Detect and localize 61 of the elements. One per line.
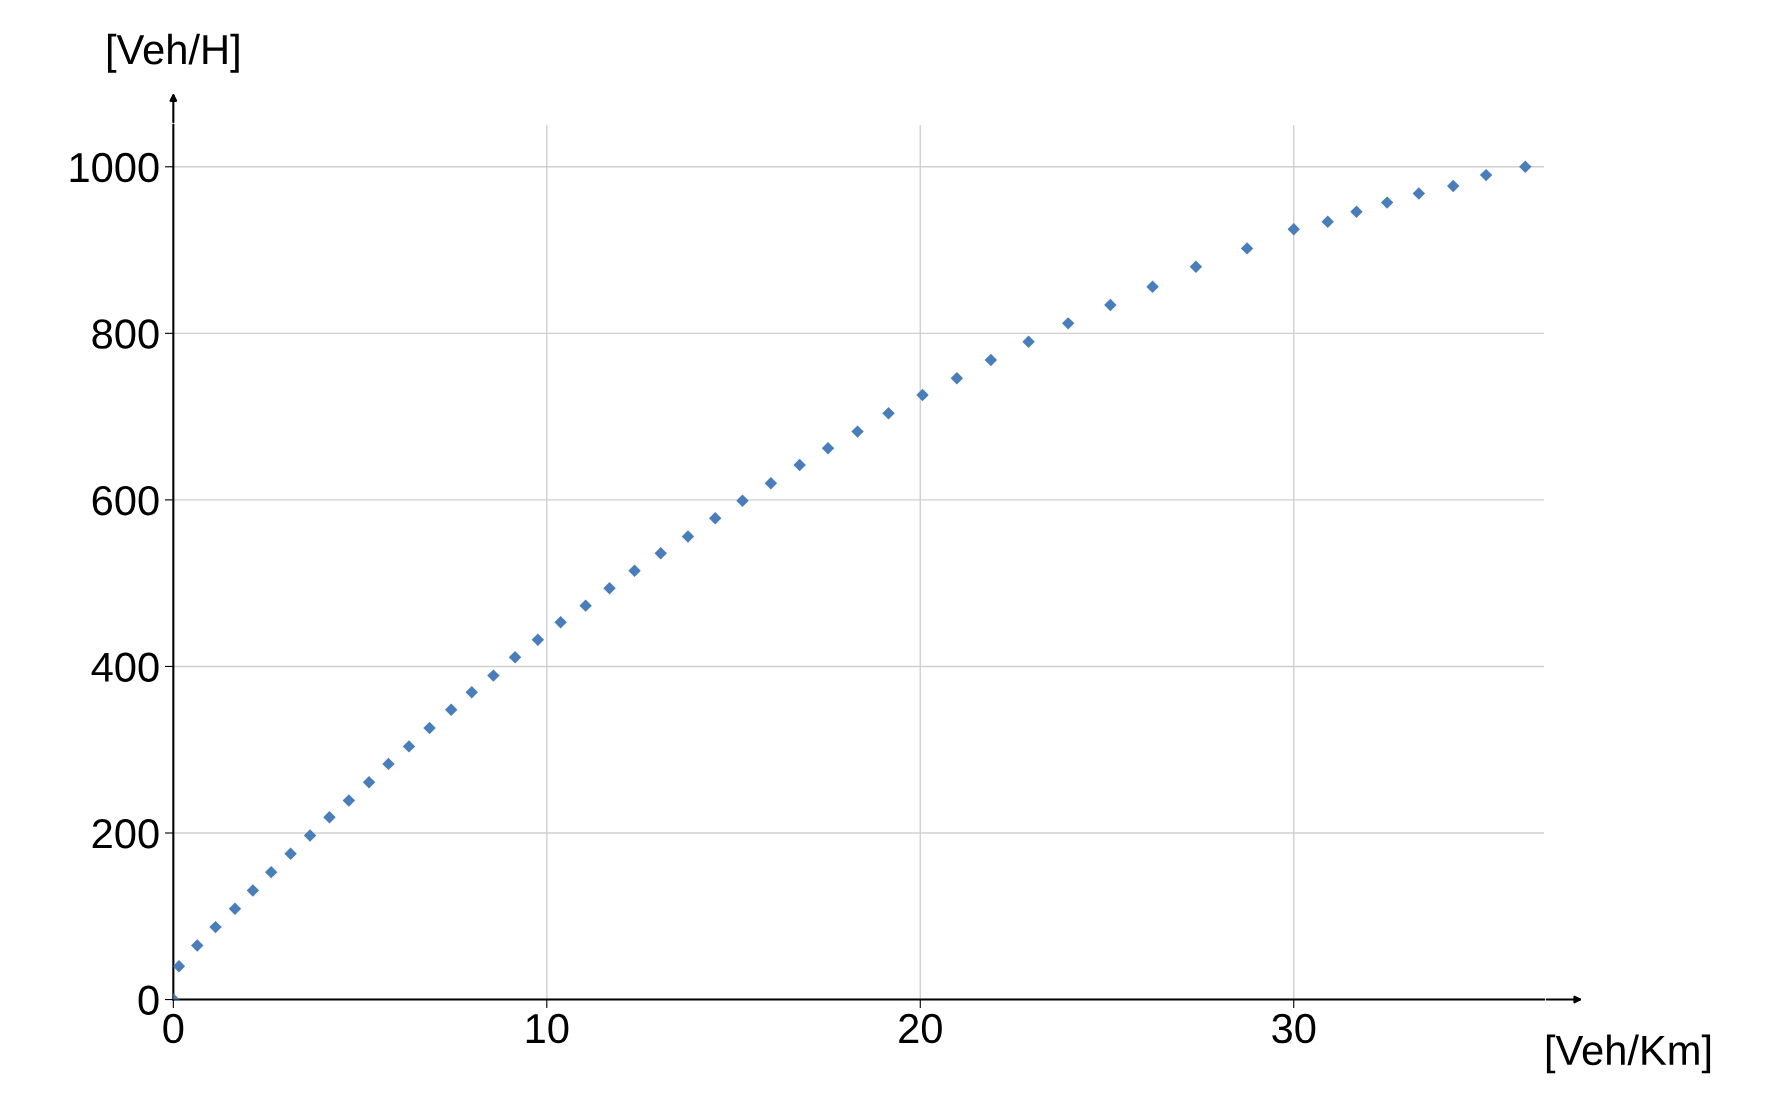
point [793, 458, 806, 472]
point [1321, 215, 1334, 228]
point [603, 581, 616, 595]
point [709, 512, 722, 525]
point [423, 721, 436, 735]
point [1287, 223, 1300, 236]
point [554, 616, 567, 629]
point [821, 442, 835, 455]
point [246, 884, 260, 897]
point [764, 477, 778, 490]
point [1061, 317, 1075, 330]
point [531, 633, 545, 647]
x-axis-title: [Veh/Km] [1546, 1034, 1711, 1074]
point [1380, 196, 1394, 209]
point [444, 703, 458, 716]
point [681, 530, 695, 543]
point [303, 829, 317, 842]
y-tick-label: 400 [91, 652, 159, 682]
point [1240, 242, 1254, 255]
point [654, 546, 667, 560]
point [1479, 168, 1493, 182]
point [382, 757, 395, 771]
point [1146, 280, 1159, 293]
point [284, 847, 297, 861]
point [1447, 179, 1460, 193]
x-tick-label: 10 [526, 1013, 569, 1044]
x-tick-label: 0 [163, 1013, 184, 1044]
point [628, 564, 641, 577]
point [228, 902, 242, 915]
point [465, 686, 478, 699]
point [209, 920, 222, 934]
point [362, 775, 376, 789]
y-tick-label: 0 [138, 985, 159, 1016]
point [323, 810, 336, 824]
point [1412, 187, 1426, 200]
point [916, 388, 929, 402]
point [402, 740, 416, 753]
point [736, 494, 749, 507]
y-tick-label: 600 [92, 485, 159, 516]
x-tick-label: 30 [1272, 1013, 1316, 1044]
point [1189, 260, 1203, 273]
point [1022, 335, 1035, 348]
y-tick-label: 200 [92, 819, 159, 849]
point [191, 939, 204, 952]
point [950, 372, 964, 385]
point [1519, 160, 1532, 173]
point [984, 353, 998, 367]
point [579, 599, 592, 612]
y-axis-title: [Veh/H] [107, 33, 239, 73]
point [1350, 205, 1363, 218]
point [342, 794, 356, 807]
point [173, 960, 186, 973]
point [508, 651, 522, 664]
point [264, 865, 278, 879]
y-tick-label: 800 [92, 319, 159, 349]
point [487, 669, 500, 682]
y-tick-label: 1000 [70, 152, 159, 183]
point [851, 425, 864, 438]
x-tick-label: 20 [899, 1013, 942, 1044]
point [1104, 298, 1117, 312]
point [882, 407, 895, 420]
